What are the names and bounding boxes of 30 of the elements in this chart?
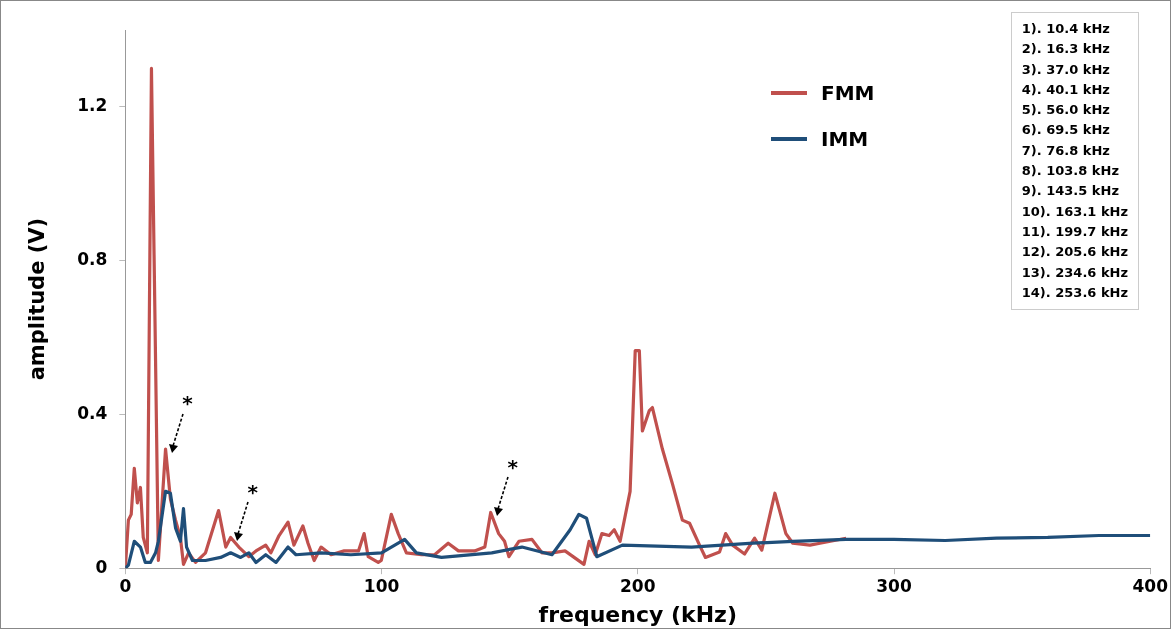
annotation: 2). 16.3 kHz: [1021, 40, 1111, 59]
annotation: 6). 69.5 kHz: [1021, 121, 1111, 140]
annotation: 10). 163.1 kHz: [1021, 202, 1128, 221]
annotation: *: [507, 454, 519, 479]
x-tick-label: 0: [119, 575, 132, 596]
legend-label: IMM: [821, 127, 869, 151]
annotation: 3). 37.0 kHz: [1021, 60, 1111, 79]
y-tick-label: 0.8: [77, 249, 108, 270]
x-tick-label: 200: [620, 575, 656, 596]
annotation: 7). 76.8 kHz: [1021, 141, 1111, 160]
y-tick-label: 0: [95, 556, 108, 577]
legend-label: FMM: [821, 81, 875, 105]
y-tick-label: 0.4: [77, 402, 108, 423]
annotation: 4). 40.1 kHz: [1021, 80, 1111, 99]
annotation: 5). 56.0 kHz: [1021, 101, 1111, 120]
annotation: *: [247, 479, 259, 504]
annotation: 8). 103.8 kHz: [1021, 162, 1120, 181]
x-tick-label: 100: [363, 575, 400, 596]
annotation: 14). 253.6 kHz: [1021, 283, 1128, 302]
y-axis-title: amplitude (V): [25, 217, 50, 381]
x-axis-title: frequency (kHz): [538, 601, 737, 627]
annotation: 12). 205.6 kHz: [1021, 243, 1128, 262]
y-tick-label: 1.2: [77, 95, 108, 116]
annotation: 13). 234.6 kHz: [1021, 263, 1128, 282]
annotation: *: [182, 391, 194, 416]
x-tick-label: 300: [876, 575, 912, 596]
annotation: 1). 10.4 kHz: [1021, 20, 1111, 38]
annotation: 11). 199.7 kHz: [1021, 222, 1128, 241]
x-tick-label: 400: [1132, 575, 1169, 596]
annotation: 9). 143.5 kHz: [1021, 182, 1120, 201]
